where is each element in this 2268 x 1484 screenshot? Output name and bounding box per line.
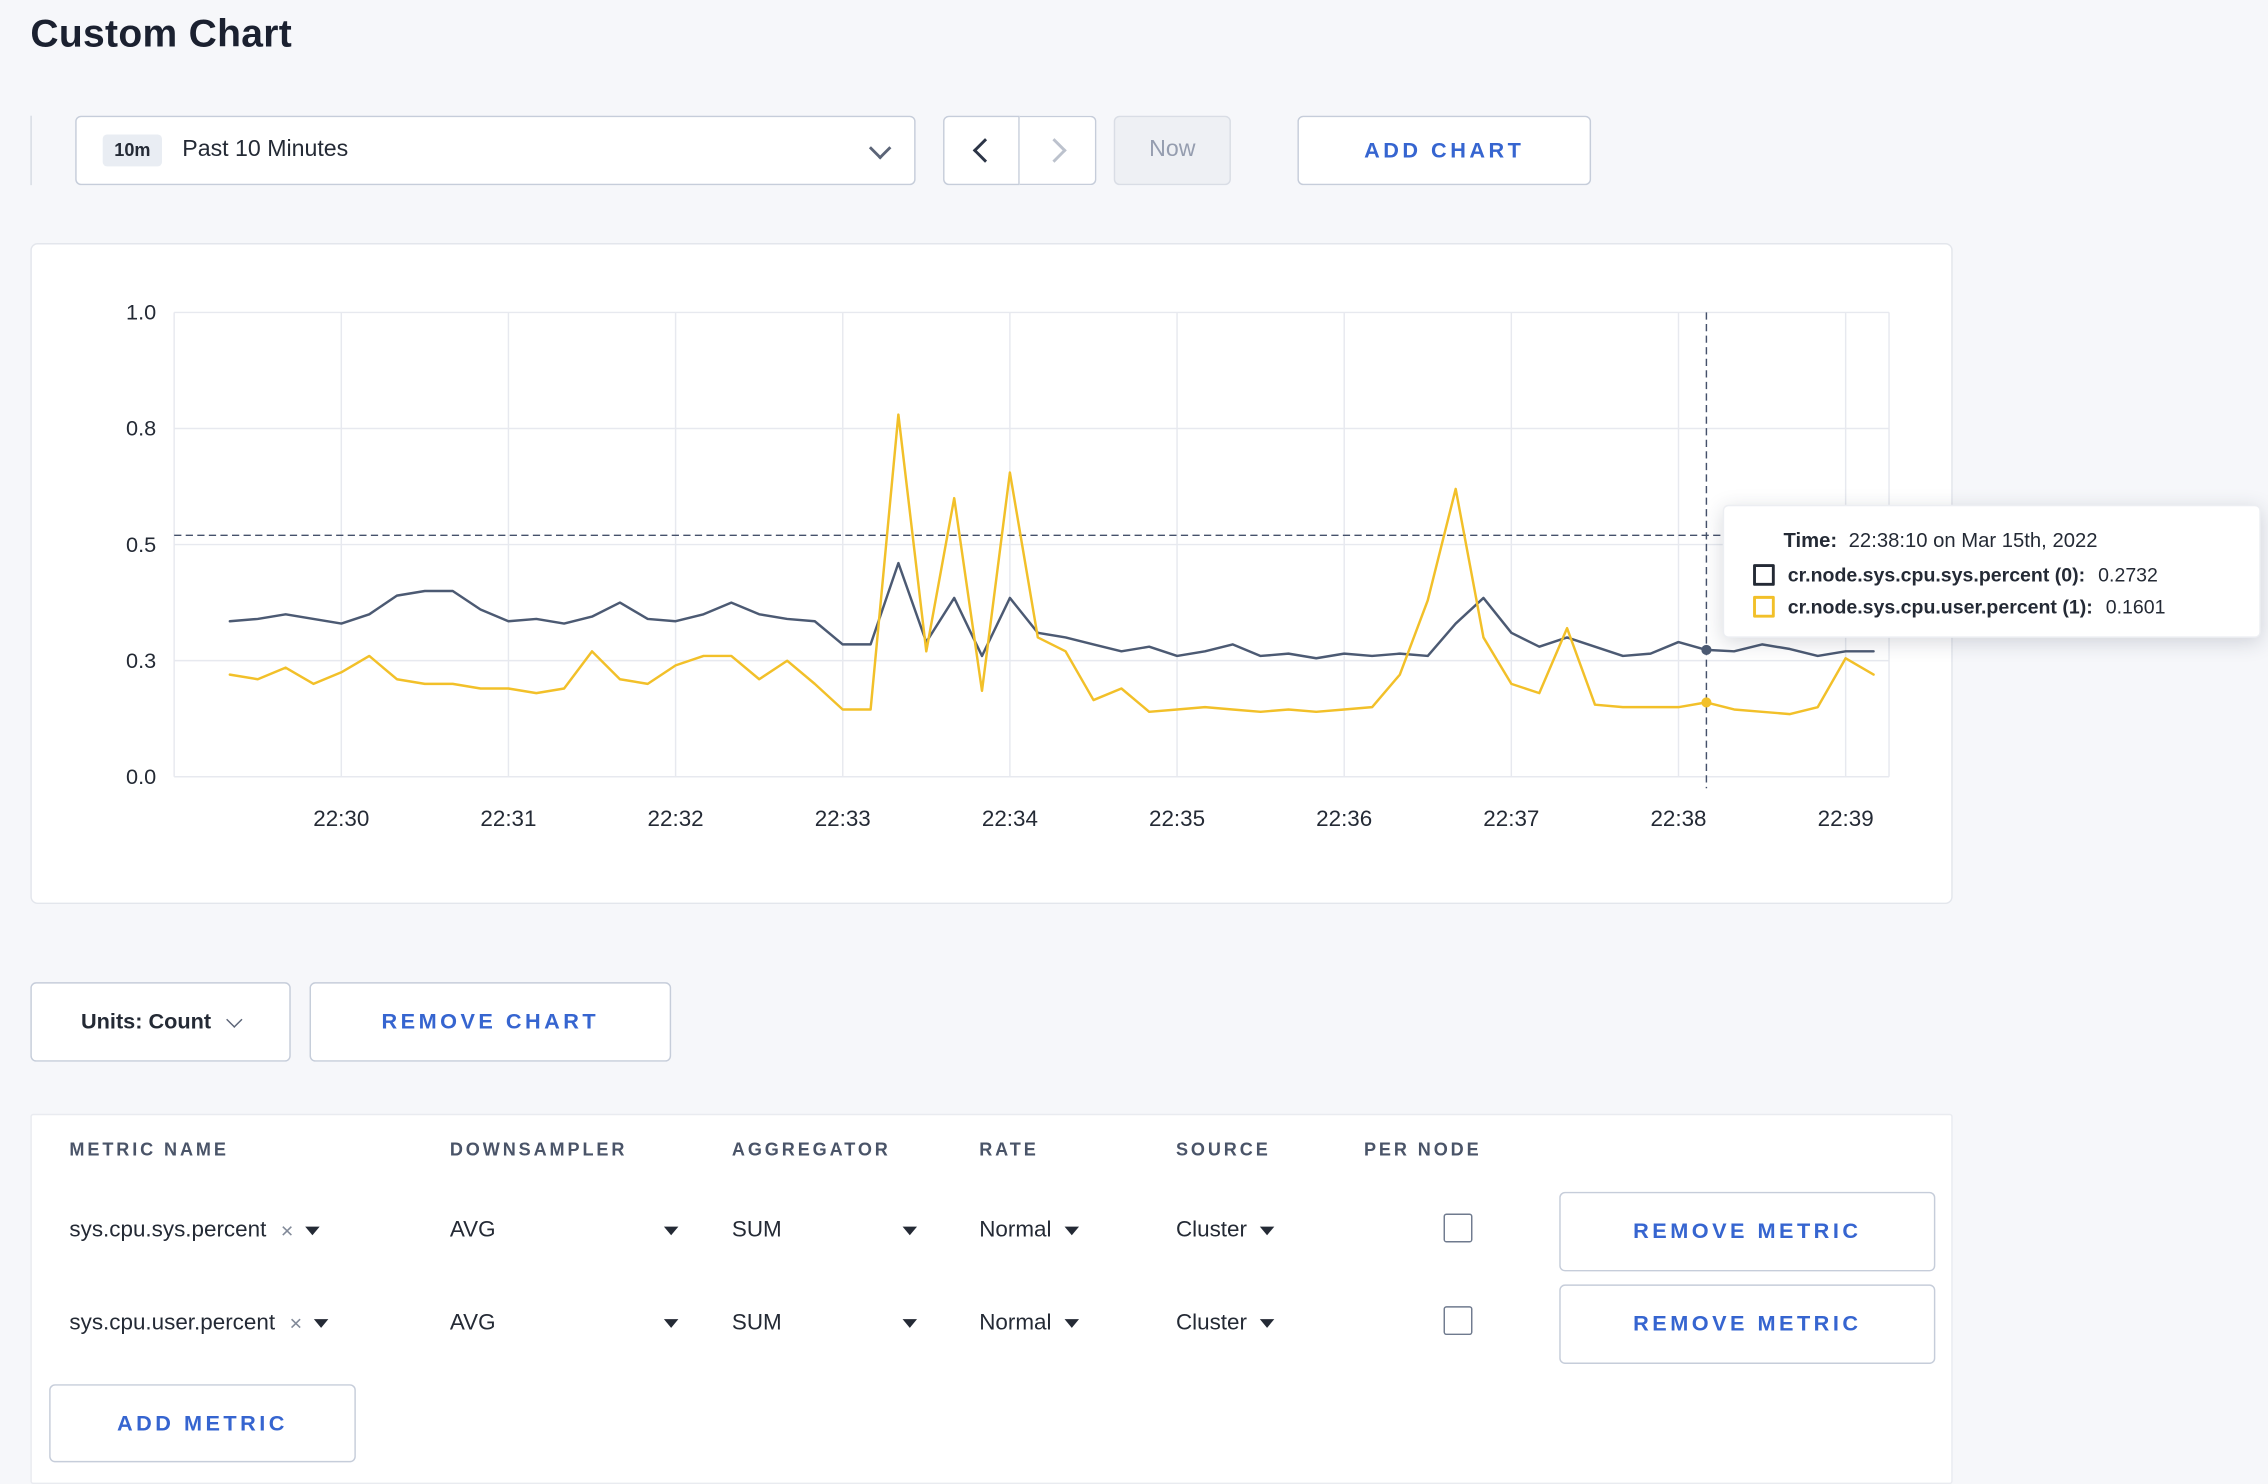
source-select[interactable]: Cluster xyxy=(1176,1310,1364,1336)
per-node-checkbox[interactable] xyxy=(1443,1212,1473,1242)
time-range-badge: 10m xyxy=(102,134,163,167)
chevron-right-icon xyxy=(1042,138,1067,163)
chevron-left-icon xyxy=(972,138,997,163)
clear-icon[interactable]: × xyxy=(280,1218,294,1244)
source-value: Cluster xyxy=(1175,1310,1247,1336)
caret-down-icon xyxy=(1064,1319,1079,1328)
header-metric-name: METRIC NAME xyxy=(69,1139,229,1161)
downsampler-select[interactable]: AVG xyxy=(450,1218,679,1244)
tooltip-series-value: 0.1601 xyxy=(2105,595,2166,618)
svg-text:22:38: 22:38 xyxy=(1650,806,1706,831)
svg-text:22:39: 22:39 xyxy=(1818,806,1874,831)
series-sys-swatch-icon xyxy=(1753,564,1775,586)
svg-text:22:37: 22:37 xyxy=(1483,806,1539,831)
remove-chart-button[interactable]: REMOVE CHART xyxy=(309,982,672,1062)
svg-text:22:36: 22:36 xyxy=(1316,806,1372,831)
per-node-checkbox[interactable] xyxy=(1443,1305,1473,1335)
svg-text:1.0: 1.0 xyxy=(126,300,156,325)
add-chart-button[interactable]: ADD CHART xyxy=(1297,115,1592,186)
header-aggregator: AGGREGATOR xyxy=(731,1139,891,1161)
svg-text:22:33: 22:33 xyxy=(815,806,871,831)
aggregator-select[interactable]: SUM xyxy=(731,1310,918,1336)
metric-name-label: sys.cpu.user.percent xyxy=(69,1310,276,1336)
caret-down-icon xyxy=(1259,1226,1275,1236)
now-button[interactable]: Now xyxy=(1113,115,1231,186)
chart-card[interactable]: 1.0 0.8 0.5 0.3 0.0 22:30 22:31 22:32 22:33 22:34… xyxy=(30,243,2261,905)
caret-down-icon xyxy=(1064,1226,1079,1236)
metrics-table: METRIC NAME DOWNSAMPLER AGGREGATOR RATE … xyxy=(30,1113,1953,1484)
next-interval-button[interactable] xyxy=(1019,115,1097,186)
tooltip-time: Time: 22:38:10 on Mar 15th, 2022 xyxy=(1753,528,2230,551)
aggregator-value: SUM xyxy=(731,1217,782,1243)
caret-down-icon xyxy=(902,1319,918,1328)
timeseries-chart[interactable]: 1.0 0.8 0.5 0.3 0.0 22:30 22:31 22:32 22:33 22:34… xyxy=(32,244,1951,902)
rate-select[interactable]: Normal xyxy=(979,1310,1176,1336)
remove-metric-button[interactable]: REMOVE METRIC xyxy=(1559,1191,1936,1271)
svg-text:0.3: 0.3 xyxy=(126,648,156,673)
tooltip-series-label: cr.node.sys.cpu.sys.percent (0): xyxy=(1787,564,2086,586)
time-range-select[interactable]: 10m Past 10 Minutes xyxy=(75,115,916,186)
chart-controls: Units: Count REMOVE CHART xyxy=(30,982,2268,1062)
add-metric-button[interactable]: ADD METRIC xyxy=(49,1384,356,1463)
svg-text:0.5: 0.5 xyxy=(126,532,156,557)
rate-value: Normal xyxy=(979,1310,1052,1336)
chevron-down-icon xyxy=(226,1010,243,1028)
caret-down-icon xyxy=(305,1226,320,1236)
svg-text:22:34: 22:34 xyxy=(982,806,1038,831)
series-user-swatch-icon xyxy=(1753,595,1775,618)
toolbar: 10m Past 10 Minutes Now ADD CHART xyxy=(30,115,2268,186)
prev-interval-button[interactable] xyxy=(943,115,1020,186)
tooltip-time-label: Time: xyxy=(1783,527,1838,552)
metric-name-select[interactable]: sys.cpu.user.percent × xyxy=(69,1310,449,1336)
header-source: SOURCE xyxy=(1175,1139,1271,1161)
tooltip-time-value: 22:38:10 on Mar 15th, 2022 xyxy=(1848,527,2098,552)
rate-select[interactable]: Normal xyxy=(979,1218,1176,1244)
source-value: Cluster xyxy=(1175,1217,1247,1243)
rate-value: Normal xyxy=(979,1217,1052,1243)
header-per-node: PER NODE xyxy=(1363,1139,1482,1161)
page-title: Custom Chart xyxy=(30,11,293,55)
time-pager xyxy=(943,115,1097,186)
tooltip-series-label: cr.node.sys.cpu.user.percent (1): xyxy=(1787,595,2093,618)
metric-row: sys.cpu.sys.percent × AVG SUM Normal Clu… xyxy=(32,1185,1951,1278)
source-select[interactable]: Cluster xyxy=(1176,1218,1364,1244)
caret-down-icon xyxy=(1259,1319,1275,1328)
metric-name-select[interactable]: sys.cpu.sys.percent × xyxy=(69,1218,449,1244)
toolbar-divider xyxy=(30,115,32,186)
units-label: Units: Count xyxy=(81,1009,212,1035)
header-downsampler: DOWNSAMPLER xyxy=(449,1139,628,1161)
svg-text:22:30: 22:30 xyxy=(313,806,369,831)
tooltip-series-row: cr.node.sys.cpu.sys.percent (0): 0.2732 xyxy=(1753,564,2230,586)
caret-down-icon xyxy=(663,1319,679,1328)
time-range-label: Past 10 Minutes xyxy=(182,137,349,163)
tooltip-series-value: 0.2732 xyxy=(2098,564,2158,586)
aggregator-select[interactable]: SUM xyxy=(731,1217,918,1244)
metric-name-label: sys.cpu.sys.percent xyxy=(69,1217,267,1243)
chevron-down-icon xyxy=(868,136,892,159)
downsampler-select[interactable]: AVG xyxy=(450,1310,679,1336)
downsampler-value: AVG xyxy=(449,1217,496,1243)
svg-text:0.8: 0.8 xyxy=(126,416,156,441)
header-rate: RATE xyxy=(979,1139,1039,1161)
caret-down-icon xyxy=(663,1226,679,1236)
svg-text:0.0: 0.0 xyxy=(126,764,156,789)
tooltip-series-row: cr.node.sys.cpu.user.percent (1): 0.1601 xyxy=(1753,595,2230,618)
svg-text:22:31: 22:31 xyxy=(480,806,536,831)
caret-down-icon xyxy=(902,1226,918,1236)
downsampler-value: AVG xyxy=(449,1310,496,1336)
chart-tooltip: Time: 22:38:10 on Mar 15th, 2022 cr.node.… xyxy=(1722,504,2261,638)
remove-metric-button[interactable]: REMOVE METRIC xyxy=(1559,1283,1936,1364)
metric-row: sys.cpu.user.percent × AVG SUM Normal Cl… xyxy=(32,1277,1951,1370)
svg-text:22:32: 22:32 xyxy=(648,806,704,831)
aggregator-value: SUM xyxy=(731,1310,782,1336)
svg-text:22:35: 22:35 xyxy=(1149,806,1205,831)
units-select[interactable]: Units: Count xyxy=(30,982,291,1062)
metrics-table-header: METRIC NAME DOWNSAMPLER AGGREGATOR RATE … xyxy=(32,1115,1951,1184)
clear-icon[interactable]: × xyxy=(289,1311,303,1336)
caret-down-icon xyxy=(313,1319,329,1328)
